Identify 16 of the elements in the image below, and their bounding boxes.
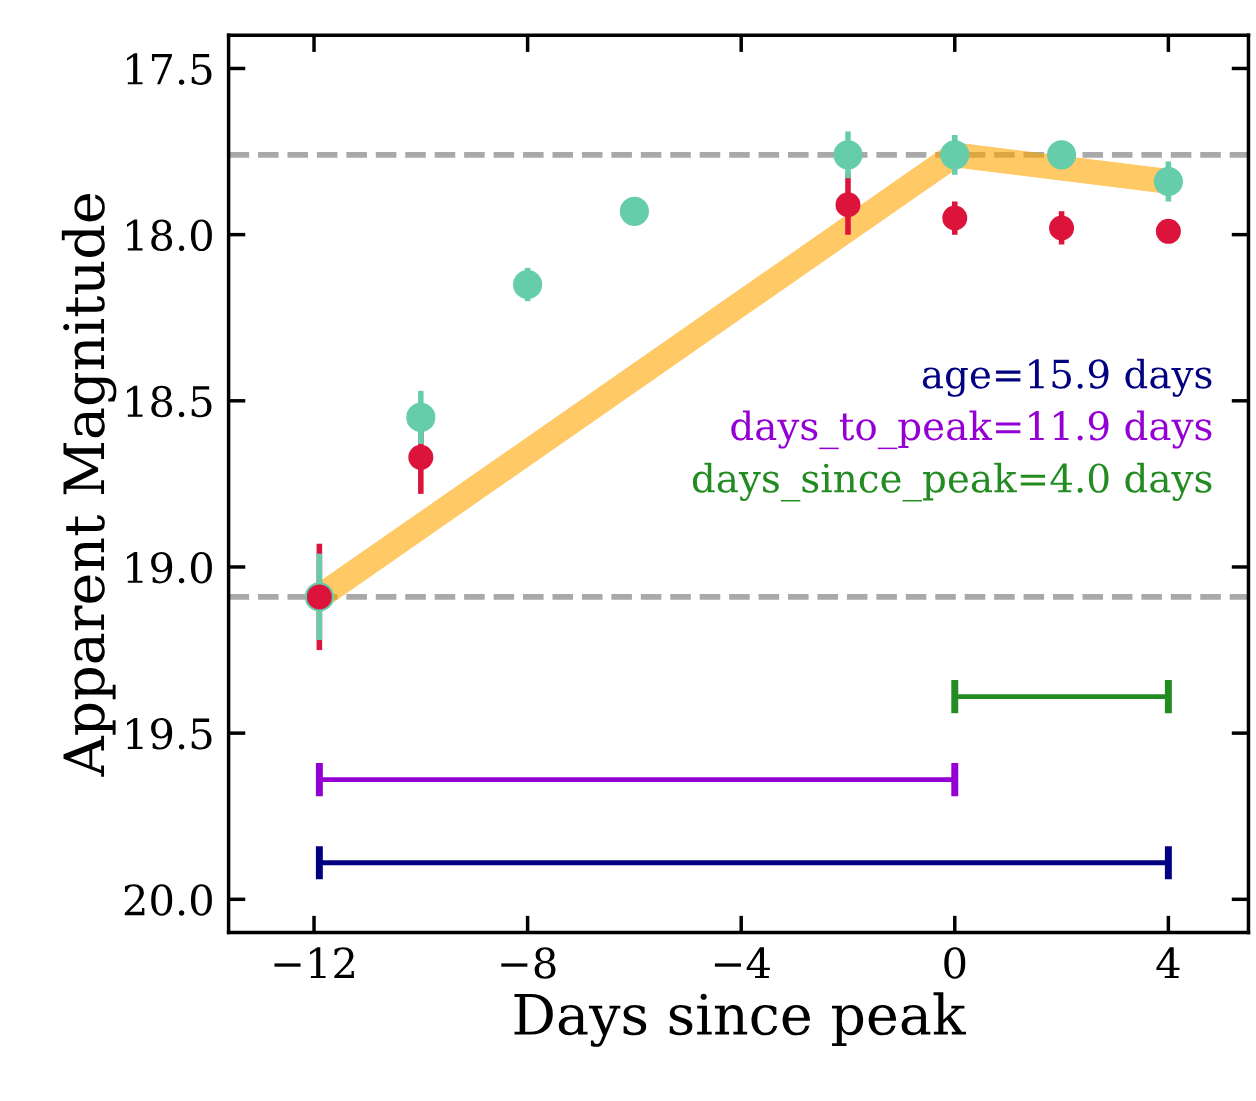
x-tick-label: −12: [274, 947, 354, 979]
y-axis-title: Apparent Magnitude: [61, 194, 117, 777]
text: age=15.9 days: [922, 358, 1212, 397]
text: days_since_peak=4.0 days: [692, 462, 1212, 502]
y-tick-label: 18.0: [127, 219, 212, 252]
y-tick-label: 20.0: [124, 884, 212, 916]
y-tick-label: 19.0: [127, 551, 212, 584]
x-axis-title: Days since peak: [514, 992, 966, 1047]
y-tick-label: 17.5: [127, 53, 212, 85]
text: days_to_peak=11.9 days: [731, 410, 1212, 450]
y-tick-label: 18.5: [127, 385, 212, 418]
x-tick-label: −4: [714, 947, 770, 979]
x-tick-label: 4: [1156, 947, 1180, 979]
y-tick-label: 19.5: [127, 718, 212, 750]
x-tick-label: −8: [501, 947, 556, 979]
x-tick-label: 0: [944, 947, 966, 979]
